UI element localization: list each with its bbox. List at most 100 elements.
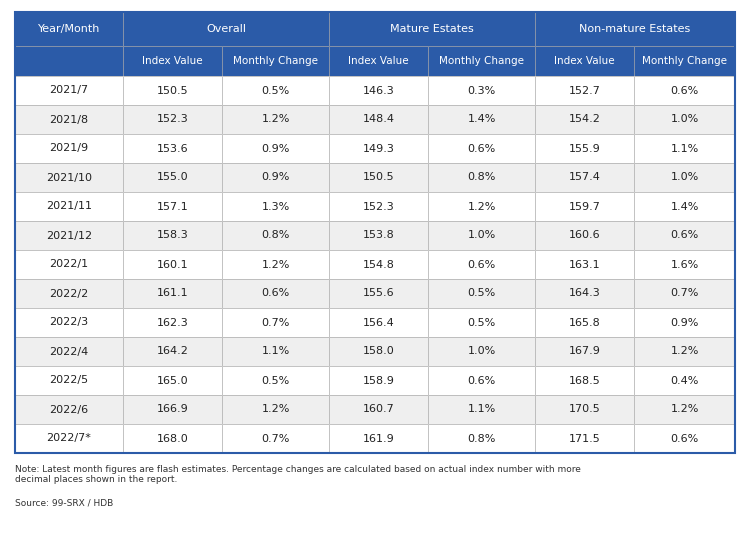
Bar [123, 250, 222, 279]
Bar [634, 105, 735, 134]
Bar [634, 134, 735, 163]
Text: 1.6%: 1.6% [670, 259, 699, 270]
Bar [123, 279, 222, 308]
Bar [535, 250, 634, 279]
Bar [222, 76, 329, 105]
Text: 0.5%: 0.5% [262, 85, 290, 96]
Bar [428, 366, 535, 395]
Bar [428, 46, 535, 76]
Bar [634, 424, 735, 453]
Text: Monthly Change: Monthly Change [642, 56, 727, 66]
Bar [535, 46, 634, 76]
Text: Overall: Overall [206, 24, 246, 34]
Bar [15, 395, 123, 424]
Bar [428, 192, 535, 221]
Text: 150.5: 150.5 [157, 85, 188, 96]
Bar [329, 308, 428, 337]
Bar [535, 134, 634, 163]
Bar [428, 308, 535, 337]
Bar [634, 395, 735, 424]
Text: 156.4: 156.4 [363, 317, 394, 328]
Bar [535, 76, 634, 105]
Bar [535, 250, 634, 279]
Text: 150.5: 150.5 [363, 172, 394, 183]
Bar [15, 395, 123, 424]
Text: 155.9: 155.9 [568, 143, 601, 154]
Bar [123, 337, 222, 366]
Bar [535, 163, 634, 192]
Text: 0.9%: 0.9% [670, 317, 699, 328]
Bar [634, 366, 735, 395]
Bar [222, 163, 329, 192]
Bar [329, 395, 428, 424]
Bar [15, 250, 123, 279]
Bar [535, 76, 634, 105]
Bar [222, 105, 329, 134]
Bar [123, 250, 222, 279]
Bar [329, 395, 428, 424]
Bar [634, 221, 735, 250]
Bar [329, 221, 428, 250]
Bar [123, 76, 222, 105]
Text: Monthly Change: Monthly Change [439, 56, 524, 66]
Bar [329, 12, 535, 46]
Text: 0.6%: 0.6% [670, 434, 699, 444]
Bar [15, 279, 123, 308]
Bar [428, 424, 535, 453]
Text: 164.3: 164.3 [568, 288, 601, 299]
Bar [123, 366, 222, 395]
Bar [15, 366, 123, 395]
Bar [222, 395, 329, 424]
Bar [428, 105, 535, 134]
Text: 0.5%: 0.5% [467, 288, 496, 299]
Bar [428, 250, 535, 279]
Text: 158.0: 158.0 [363, 346, 394, 357]
Text: 0.6%: 0.6% [262, 288, 290, 299]
Bar [329, 250, 428, 279]
Bar [634, 134, 735, 163]
Bar [15, 12, 735, 453]
Bar [15, 337, 123, 366]
Bar [535, 192, 634, 221]
Text: 1.1%: 1.1% [467, 404, 496, 415]
Bar [428, 76, 535, 105]
Bar [535, 308, 634, 337]
Bar [15, 221, 123, 250]
Bar [634, 163, 735, 192]
Bar [535, 105, 634, 134]
Bar [15, 105, 123, 134]
Text: 0.8%: 0.8% [467, 172, 496, 183]
Bar [634, 424, 735, 453]
Text: Note: Latest month figures are flash estimates. Percentage changes are calculate: Note: Latest month figures are flash est… [15, 465, 580, 485]
Text: 1.0%: 1.0% [467, 230, 496, 241]
Text: 2022/6: 2022/6 [50, 404, 88, 415]
Bar [329, 221, 428, 250]
Bar [329, 46, 428, 76]
Text: Monthly Change: Monthly Change [233, 56, 318, 66]
Bar [329, 12, 535, 46]
Bar [634, 46, 735, 76]
Text: 1.0%: 1.0% [467, 346, 496, 357]
Bar [15, 105, 123, 134]
Bar [222, 134, 329, 163]
Text: Index Value: Index Value [554, 56, 615, 66]
Text: 0.6%: 0.6% [467, 375, 496, 386]
Text: 163.1: 163.1 [568, 259, 600, 270]
Bar [535, 308, 634, 337]
Bar [634, 337, 735, 366]
Bar [15, 337, 123, 366]
Bar [329, 192, 428, 221]
Text: 0.5%: 0.5% [262, 375, 290, 386]
Bar [15, 308, 123, 337]
Bar [15, 76, 123, 105]
Bar [428, 337, 535, 366]
Bar [428, 395, 535, 424]
Text: 0.5%: 0.5% [467, 317, 496, 328]
Text: 153.6: 153.6 [157, 143, 188, 154]
Bar [428, 163, 535, 192]
Bar [222, 46, 329, 76]
Bar [428, 134, 535, 163]
Bar [634, 250, 735, 279]
Bar [329, 279, 428, 308]
Bar [123, 337, 222, 366]
